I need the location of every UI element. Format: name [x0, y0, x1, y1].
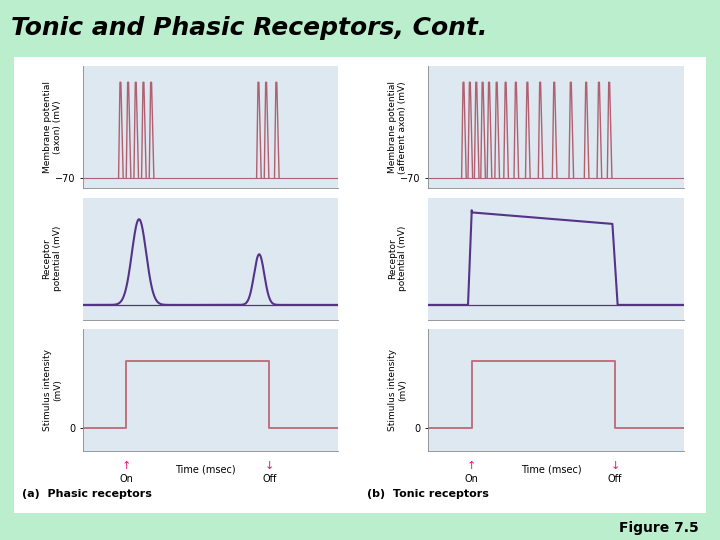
Text: Membrane potential
(afferent axon) (mV): Membrane potential (afferent axon) (mV): [388, 81, 408, 173]
Text: Figure 7.5: Figure 7.5: [618, 521, 698, 535]
Text: Receptor
potential (mV): Receptor potential (mV): [388, 226, 408, 292]
Text: ↓: ↓: [611, 461, 620, 471]
Text: (b)  Tonic receptors: (b) Tonic receptors: [367, 489, 489, 499]
Text: ↑: ↑: [122, 461, 131, 471]
Text: Time (msec): Time (msec): [175, 465, 236, 475]
Text: On: On: [120, 474, 133, 484]
Text: Stimulus intensity
(mV): Stimulus intensity (mV): [42, 349, 62, 431]
Text: Off: Off: [608, 474, 622, 484]
Text: ↑: ↑: [467, 461, 477, 471]
Text: Tonic and Phasic Receptors, Cont.: Tonic and Phasic Receptors, Cont.: [11, 16, 487, 40]
Text: On: On: [465, 474, 479, 484]
Text: Receptor
potential (mV): Receptor potential (mV): [42, 226, 62, 292]
FancyBboxPatch shape: [14, 57, 706, 513]
Text: Time (msec): Time (msec): [521, 465, 582, 475]
Text: Off: Off: [262, 474, 276, 484]
Text: Stimulus intensity
(mV): Stimulus intensity (mV): [388, 349, 408, 431]
Text: (a)  Phasic receptors: (a) Phasic receptors: [22, 489, 151, 499]
Text: Membrane potential
(axon) (mV): Membrane potential (axon) (mV): [42, 81, 62, 173]
Text: ↓: ↓: [265, 461, 274, 471]
